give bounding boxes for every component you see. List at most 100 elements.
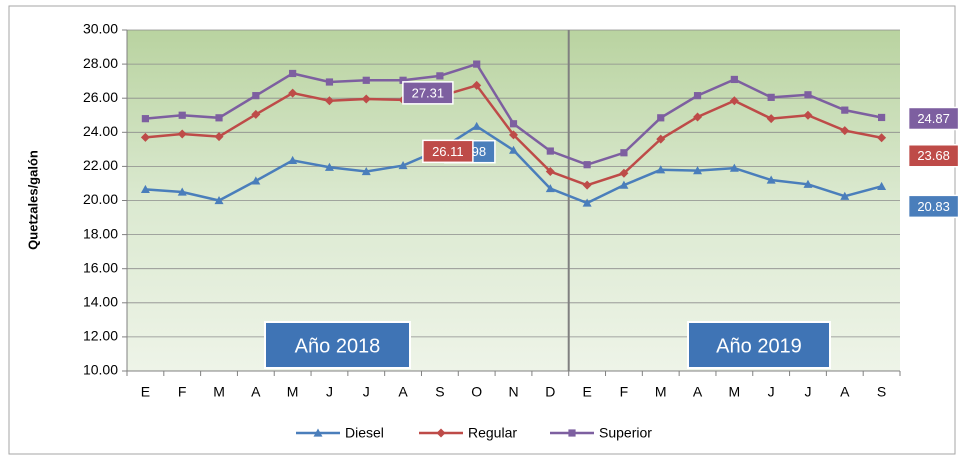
x-tick-label: E — [141, 384, 150, 400]
point — [620, 149, 628, 157]
x-tick-label: F — [178, 384, 187, 400]
y-axis-label: Quetzales/galón — [25, 150, 40, 250]
data-label: 23.68 — [917, 148, 950, 163]
point — [657, 114, 665, 122]
x-tick-label: A — [398, 384, 408, 400]
y-tick-label: 18.00 — [83, 225, 118, 241]
year-box — [687, 321, 831, 369]
point — [693, 92, 702, 100]
x-tick-label: S — [435, 384, 444, 400]
legend-label: Diesel — [345, 425, 384, 441]
point — [288, 155, 298, 165]
data-label: 20.83 — [917, 199, 950, 214]
y-tick-label: 16.00 — [83, 259, 118, 275]
point — [840, 126, 850, 136]
point — [251, 109, 261, 119]
x-tick-label: A — [693, 384, 703, 400]
point — [398, 161, 408, 170]
point — [656, 165, 666, 174]
point — [473, 60, 481, 68]
point — [804, 91, 812, 99]
y-tick-label: 30.00 — [83, 21, 118, 37]
point — [252, 92, 260, 100]
point — [766, 114, 776, 124]
point — [325, 78, 334, 86]
x-tick-label: J — [363, 384, 370, 400]
x-tick-label: F — [620, 384, 629, 400]
point — [545, 184, 555, 193]
x-tick-label: J — [804, 384, 811, 400]
point — [877, 113, 886, 122]
y-tick-label: 14.00 — [83, 294, 118, 310]
legend-label: Superior — [599, 425, 652, 441]
point — [289, 69, 297, 78]
year-label: Año 2018 — [295, 335, 381, 357]
point — [582, 180, 592, 190]
point — [693, 112, 703, 122]
series — [141, 60, 886, 169]
y-tick-label: 24.00 — [83, 123, 118, 139]
point — [214, 132, 224, 142]
x-tick-label: S — [877, 384, 886, 400]
point — [288, 88, 298, 98]
point — [766, 175, 776, 184]
point — [877, 133, 887, 143]
y-tick-label: 20.00 — [83, 191, 118, 207]
point — [803, 179, 813, 188]
point — [729, 96, 739, 106]
data-label: 27.31 — [412, 85, 445, 100]
year-box — [264, 321, 411, 369]
data-label-box — [422, 139, 474, 164]
y-tick-label: 10.00 — [83, 362, 118, 378]
x-tick-label: M — [287, 384, 299, 400]
data-label: 26.11 — [432, 144, 464, 159]
point — [178, 111, 186, 119]
point — [582, 198, 592, 207]
x-tick-label: J — [768, 384, 775, 400]
point — [545, 167, 555, 177]
x-tick-label: M — [213, 384, 225, 400]
point — [619, 180, 629, 189]
y-tick-label: 22.00 — [83, 157, 118, 173]
point — [361, 94, 371, 104]
point — [436, 72, 444, 80]
point — [214, 196, 224, 205]
point — [177, 129, 187, 139]
point — [767, 93, 775, 101]
point — [509, 145, 518, 154]
data-label-box — [402, 81, 454, 105]
point — [141, 115, 150, 123]
legend-marker — [313, 428, 323, 437]
legend-marker — [436, 428, 446, 438]
point — [215, 114, 223, 122]
point — [693, 166, 703, 175]
legend-label: Regular — [468, 425, 517, 441]
point — [803, 110, 813, 120]
point — [619, 168, 629, 178]
point — [399, 76, 407, 84]
point — [730, 75, 738, 84]
x-tick-label: M — [655, 384, 667, 400]
point — [361, 167, 371, 176]
point — [140, 184, 150, 194]
point — [729, 163, 739, 172]
series — [140, 80, 887, 190]
point — [509, 120, 518, 128]
x-tick-label: A — [251, 384, 261, 400]
point — [509, 130, 518, 140]
point — [841, 106, 849, 114]
point — [251, 176, 261, 185]
x-tick-label: D — [545, 384, 555, 400]
data-label: 24.87 — [917, 111, 950, 126]
point — [140, 132, 150, 142]
point — [840, 191, 850, 200]
x-tick-label: E — [582, 384, 591, 400]
point — [324, 96, 334, 106]
point — [546, 147, 554, 155]
x-tick-label: J — [326, 384, 333, 400]
point — [324, 162, 334, 171]
x-tick-label: M — [729, 384, 741, 400]
y-tick-label: 26.00 — [83, 89, 118, 105]
point — [472, 121, 482, 130]
